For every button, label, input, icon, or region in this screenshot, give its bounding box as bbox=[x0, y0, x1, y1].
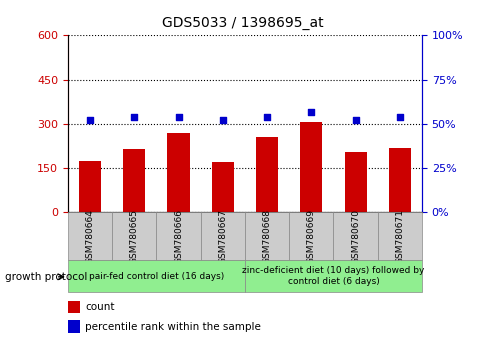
Bar bbox=[79, 161, 101, 212]
Bar bbox=[244, 260, 421, 292]
Point bbox=[86, 118, 94, 123]
Text: GSM780671: GSM780671 bbox=[394, 209, 404, 264]
Text: GSM780666: GSM780666 bbox=[174, 209, 182, 264]
Text: growth protocol: growth protocol bbox=[5, 272, 87, 282]
Bar bbox=[200, 212, 244, 260]
Point bbox=[218, 118, 226, 123]
Text: GSM780670: GSM780670 bbox=[350, 209, 359, 264]
Point bbox=[395, 114, 403, 120]
Text: percentile rank within the sample: percentile rank within the sample bbox=[85, 322, 260, 332]
Text: zinc-deficient diet (10 days) followed by
control diet (6 days): zinc-deficient diet (10 days) followed b… bbox=[242, 267, 424, 286]
Text: GSM780667: GSM780667 bbox=[218, 209, 227, 264]
Text: GSM780668: GSM780668 bbox=[262, 209, 271, 264]
Bar bbox=[333, 212, 377, 260]
Point bbox=[351, 118, 359, 123]
Text: GDS5033 / 1398695_at: GDS5033 / 1398695_at bbox=[161, 16, 323, 30]
Bar bbox=[112, 212, 156, 260]
Bar bbox=[344, 152, 366, 212]
Bar bbox=[300, 122, 322, 212]
Bar bbox=[377, 212, 421, 260]
Point bbox=[130, 114, 138, 120]
Point bbox=[174, 114, 182, 120]
Point bbox=[307, 109, 315, 114]
Bar bbox=[288, 212, 333, 260]
Bar bbox=[123, 149, 145, 212]
Text: count: count bbox=[85, 302, 114, 312]
Bar bbox=[256, 137, 277, 212]
Text: GSM780669: GSM780669 bbox=[306, 209, 315, 264]
Bar bbox=[156, 212, 200, 260]
Point bbox=[263, 114, 271, 120]
Bar bbox=[167, 133, 189, 212]
Bar bbox=[68, 320, 80, 333]
Bar bbox=[388, 148, 410, 212]
Bar bbox=[68, 301, 80, 313]
Text: GSM780664: GSM780664 bbox=[85, 209, 94, 264]
Text: pair-fed control diet (16 days): pair-fed control diet (16 days) bbox=[89, 272, 224, 281]
Bar bbox=[68, 260, 244, 292]
Bar bbox=[68, 212, 112, 260]
Text: GSM780665: GSM780665 bbox=[130, 209, 138, 264]
Bar bbox=[244, 212, 288, 260]
Bar bbox=[212, 162, 233, 212]
